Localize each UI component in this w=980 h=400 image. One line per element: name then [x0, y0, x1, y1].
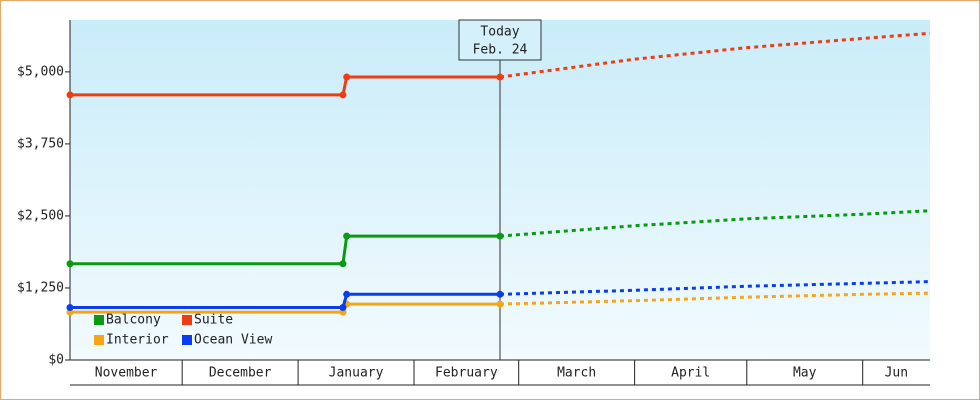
point [339, 91, 347, 99]
legend-swatch [182, 335, 192, 345]
point [339, 304, 347, 312]
legend-label: Balcony [106, 313, 161, 328]
forecast-line [499, 209, 931, 238]
today-label: Today [480, 25, 519, 40]
y-tick-label: $1,250 [17, 280, 64, 295]
point [66, 91, 74, 99]
month-label: May [793, 366, 817, 381]
y-tick-label: $3,750 [17, 136, 64, 151]
today-box [458, 19, 542, 61]
series-line [70, 234, 500, 266]
legend-label: Suite [194, 313, 233, 328]
month-label: February [435, 366, 498, 381]
point [343, 290, 351, 298]
point [343, 73, 351, 81]
forecast-line [499, 291, 931, 306]
legend-label: Interior [106, 333, 169, 348]
month-label: April [671, 366, 710, 381]
point [496, 232, 504, 240]
y-tick-label: $5,000 [17, 64, 64, 79]
point [496, 300, 504, 308]
month-label: Jun [885, 366, 908, 381]
month-label: January [329, 366, 384, 381]
point [66, 260, 74, 268]
forecast-line [499, 31, 931, 79]
y-tick-label: $0 [48, 353, 64, 368]
month-label: December [209, 366, 272, 381]
point [339, 260, 347, 268]
forecast-line [499, 280, 931, 296]
point [496, 290, 504, 298]
today-date: Feb. 24 [473, 43, 528, 58]
series-line [70, 75, 500, 97]
point [66, 304, 74, 312]
point [496, 73, 504, 81]
legend-swatch [94, 335, 104, 345]
point [343, 232, 351, 240]
month-label: March [557, 366, 596, 381]
month-label: November [95, 366, 158, 381]
legend-swatch [182, 315, 192, 325]
legend-swatch [94, 315, 104, 325]
legend-label: Ocean View [194, 333, 272, 348]
series-line [70, 292, 500, 310]
y-tick-label: $2,500 [17, 208, 64, 223]
